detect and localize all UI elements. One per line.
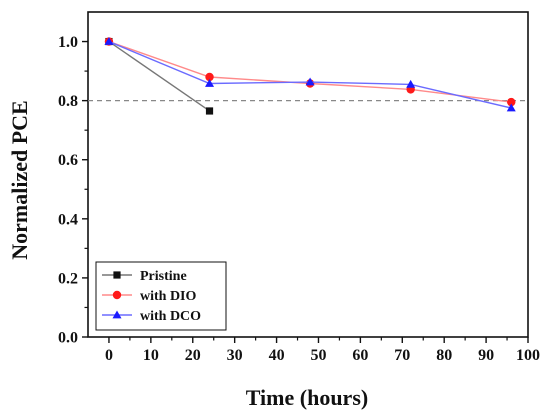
series-with-dco — [104, 37, 516, 112]
x-tick-label: 30 — [227, 347, 243, 364]
y-tick-label: 0.0 — [58, 330, 78, 347]
legend-marker — [112, 310, 122, 319]
legend-item: Pristine — [102, 269, 187, 284]
series-line — [108, 40, 512, 109]
x-tick-label: 10 — [143, 347, 159, 364]
data-point — [205, 72, 214, 82]
x-tick-label: 80 — [436, 347, 452, 364]
x-tick-label: 40 — [269, 347, 285, 364]
data-point — [305, 77, 315, 86]
x-tick-label: 90 — [478, 347, 494, 364]
y-tick-label: 0.4 — [58, 211, 78, 228]
series-pristine — [105, 37, 214, 115]
legend-marker — [112, 290, 122, 300]
legend-item: with DIO — [102, 289, 197, 304]
legend-label: Pristine — [140, 269, 187, 284]
x-tick-label: 0 — [105, 347, 113, 364]
data-point — [104, 37, 114, 45]
data-point — [507, 97, 516, 107]
legend-item: with DCO — [102, 309, 201, 324]
x-tick-label: 60 — [352, 347, 368, 364]
x-tick-label: 100 — [516, 347, 540, 364]
y-tick-label: 0.2 — [58, 270, 78, 287]
plot-frame — [87, 11, 529, 338]
legend-marker — [113, 271, 121, 279]
x-tick-label: 50 — [310, 347, 326, 364]
y-axis-title: Normalized PCE — [7, 100, 32, 259]
data-point — [205, 107, 214, 115]
series-line — [108, 40, 210, 112]
series-line — [108, 40, 512, 103]
x-tick-label: 70 — [394, 347, 410, 364]
data-point — [506, 103, 516, 112]
x-tick-label: 20 — [185, 347, 201, 364]
y-tick-label: 1.0 — [58, 34, 78, 51]
y-tick-label: 0.6 — [58, 152, 78, 169]
series-with-dio — [104, 37, 516, 107]
x-axis-title: Time (hours) — [246, 385, 368, 410]
data-point — [205, 79, 215, 87]
y-tick-label: 0.8 — [58, 93, 78, 110]
data-point — [406, 79, 416, 88]
legend-label: with DIO — [140, 289, 197, 304]
legend-label: with DCO — [140, 309, 201, 324]
